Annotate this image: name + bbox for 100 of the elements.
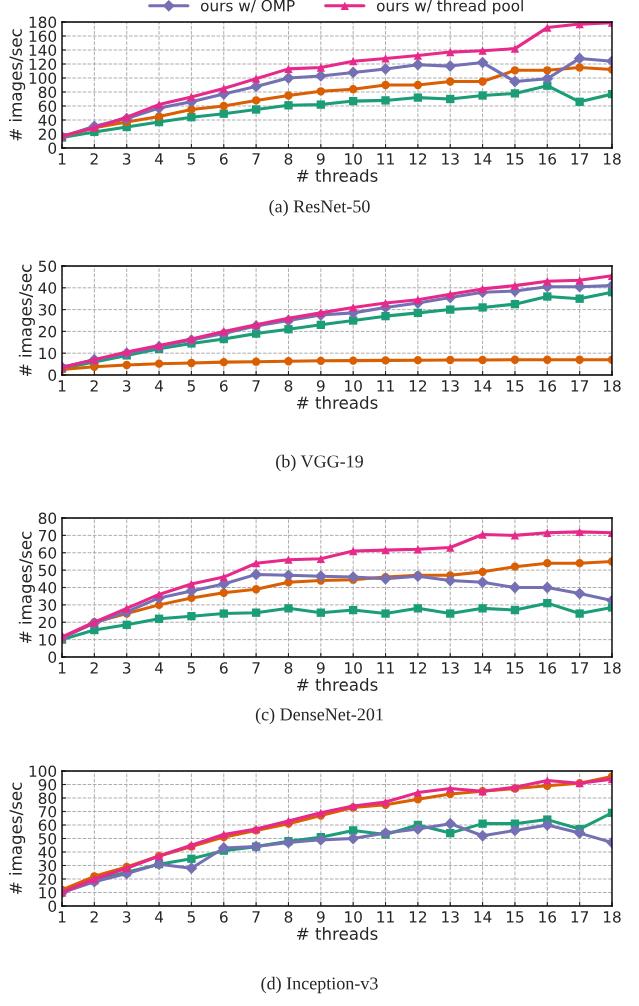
x-tick-label: 13 <box>442 911 459 923</box>
point <box>251 96 261 105</box>
x-tick-label: 5 <box>187 662 195 674</box>
point <box>543 23 552 32</box>
point <box>284 357 293 366</box>
point <box>478 284 487 294</box>
point <box>446 47 455 57</box>
x-tick-label: 9 <box>316 380 325 392</box>
point <box>478 819 487 828</box>
y-tick-label: 80 <box>38 86 57 99</box>
point <box>413 545 423 554</box>
x-tick-label: 18 <box>603 153 621 165</box>
point <box>510 605 520 615</box>
x-tick-label: 1 <box>58 662 66 674</box>
x-tick-label: 12 <box>409 662 427 674</box>
x-tick-label: 8 <box>284 662 293 674</box>
point <box>219 109 228 118</box>
y-tick-label: 160 <box>29 30 57 43</box>
x-tick-label: 7 <box>252 662 260 674</box>
legend-label: ours w/ OMP <box>200 0 295 13</box>
point <box>251 357 261 366</box>
point <box>543 598 552 608</box>
x-tick-label: 9 <box>316 662 325 674</box>
x-tick-label: 13 <box>442 662 459 674</box>
x-tick-label: 5 <box>187 911 195 923</box>
point <box>413 604 423 613</box>
point <box>478 355 487 365</box>
point <box>381 311 390 321</box>
point <box>349 85 358 94</box>
x-tick-label: 14 <box>474 911 492 923</box>
y-tick-label: 50 <box>38 832 57 845</box>
point <box>284 325 293 334</box>
point <box>478 303 487 312</box>
point <box>284 64 293 74</box>
point <box>284 314 293 323</box>
point <box>316 87 325 96</box>
y-tick-label: 20 <box>38 325 57 338</box>
point <box>510 89 520 98</box>
point <box>316 356 325 365</box>
point <box>251 329 261 338</box>
x-tick-label: 14 <box>474 662 492 674</box>
point <box>284 604 293 613</box>
point <box>284 101 293 110</box>
point <box>154 614 164 623</box>
x-tick-label: 6 <box>219 911 228 923</box>
x-tick-label: 12 <box>409 380 427 392</box>
x-tick-label: 4 <box>154 662 164 674</box>
point <box>575 527 584 537</box>
y-tick-label: 140 <box>29 44 57 57</box>
point <box>543 528 552 537</box>
point <box>381 545 390 555</box>
point <box>219 609 228 618</box>
point <box>316 554 325 563</box>
point <box>379 63 392 75</box>
point <box>446 290 455 299</box>
point <box>413 308 423 318</box>
x-tick-label: 7 <box>252 153 260 165</box>
x-tick-label: 7 <box>252 380 260 392</box>
x-tick-label: 4 <box>154 911 164 923</box>
y-tick-label: 10 <box>39 634 57 646</box>
point <box>251 559 261 568</box>
y-tick-label: 0 <box>48 900 57 913</box>
x-tick-label: 3 <box>123 662 131 674</box>
y-tick-label: 30 <box>38 859 57 872</box>
point <box>251 105 261 114</box>
point <box>349 96 358 106</box>
point <box>154 359 164 368</box>
x-axis-title: # threads <box>297 927 378 940</box>
point <box>543 66 552 75</box>
x-tick-label: 16 <box>539 153 557 165</box>
point <box>478 530 487 539</box>
point <box>413 788 423 797</box>
x-tick-label: 12 <box>409 153 427 165</box>
point <box>575 559 584 568</box>
point <box>316 100 325 109</box>
point <box>478 46 487 55</box>
x-tick-label: 2 <box>90 380 98 392</box>
point <box>476 576 489 589</box>
x-tick-label: 12 <box>409 911 427 923</box>
x-tick-label: 5 <box>187 153 195 165</box>
x-tick-label: 6 <box>219 380 228 392</box>
point <box>510 44 520 53</box>
y-tick-label: 20 <box>38 616 57 629</box>
point <box>411 823 424 835</box>
x-tick-label: 16 <box>539 662 557 674</box>
x-tick-label: 11 <box>377 380 394 392</box>
x-axis-title: # threads <box>297 678 378 691</box>
point <box>282 72 295 84</box>
x-tick-label: 16 <box>539 380 557 392</box>
x-tick-label: 14 <box>474 380 492 392</box>
point <box>349 356 358 365</box>
y-tick-label: 80 <box>38 512 57 525</box>
point <box>349 57 358 66</box>
x-tick-label: 15 <box>506 153 524 165</box>
point <box>187 854 196 863</box>
point <box>509 75 521 88</box>
point <box>510 355 520 364</box>
x-tick-label: 8 <box>284 911 293 923</box>
text: (b) VGG-19 <box>276 454 363 472</box>
y-tick-label: 80 <box>38 792 57 805</box>
